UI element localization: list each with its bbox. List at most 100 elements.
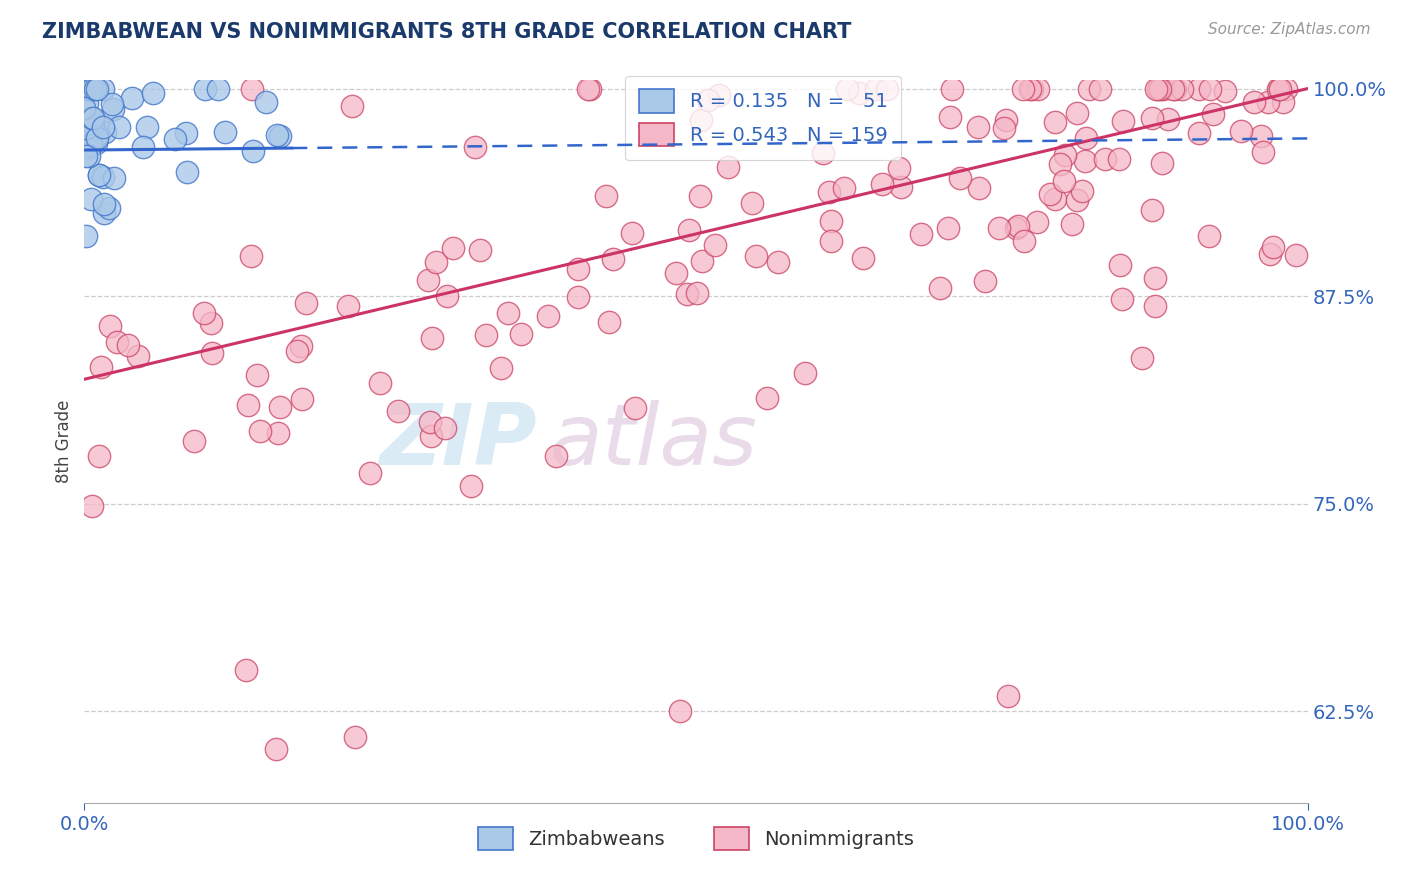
Point bbox=[820, 235, 842, 249]
Point bbox=[470, 243, 492, 257]
Point bbox=[537, 309, 560, 323]
Point bbox=[1045, 193, 1067, 207]
Point bbox=[1202, 107, 1225, 121]
Point bbox=[1039, 186, 1062, 201]
Point bbox=[77, 141, 100, 155]
Point bbox=[692, 254, 714, 268]
Point bbox=[420, 331, 443, 345]
Point bbox=[1074, 131, 1097, 145]
Point bbox=[420, 429, 443, 443]
Point bbox=[359, 467, 381, 481]
Point bbox=[707, 88, 730, 103]
Point bbox=[1026, 215, 1049, 229]
Point bbox=[489, 360, 512, 375]
Point bbox=[100, 97, 122, 112]
Point bbox=[201, 345, 224, 359]
Point bbox=[1049, 156, 1071, 170]
Point bbox=[1021, 81, 1043, 95]
Point bbox=[97, 201, 120, 215]
Point bbox=[86, 128, 108, 142]
Point bbox=[441, 241, 464, 255]
Point bbox=[249, 424, 271, 438]
Point bbox=[1152, 155, 1174, 169]
Point bbox=[1267, 81, 1289, 95]
Point bbox=[1250, 129, 1272, 144]
Point bbox=[176, 165, 198, 179]
Point bbox=[1263, 239, 1285, 253]
Point bbox=[1045, 115, 1067, 129]
Point bbox=[103, 102, 125, 116]
Point bbox=[1272, 95, 1295, 109]
Point bbox=[90, 360, 112, 375]
Point bbox=[89, 168, 111, 182]
Point bbox=[267, 425, 290, 440]
Point bbox=[1149, 81, 1171, 95]
Point bbox=[269, 401, 291, 415]
Point bbox=[82, 82, 104, 96]
Point bbox=[269, 128, 291, 143]
Point bbox=[941, 81, 963, 95]
Point bbox=[93, 169, 115, 184]
Point bbox=[294, 295, 316, 310]
Point bbox=[837, 81, 859, 95]
Point bbox=[1285, 248, 1308, 262]
Point bbox=[1243, 95, 1265, 110]
Point bbox=[1012, 81, 1035, 95]
Point bbox=[1275, 81, 1298, 95]
Point bbox=[1171, 81, 1194, 95]
Point bbox=[579, 81, 602, 95]
Point bbox=[1213, 84, 1236, 98]
Point bbox=[80, 138, 103, 153]
Point bbox=[546, 449, 568, 463]
Point bbox=[80, 112, 103, 126]
Point bbox=[419, 415, 441, 429]
Point bbox=[936, 221, 959, 235]
Point bbox=[287, 344, 309, 359]
Point bbox=[174, 127, 197, 141]
Point bbox=[93, 197, 115, 211]
Point bbox=[865, 81, 887, 95]
Point bbox=[876, 81, 898, 95]
Point bbox=[242, 144, 264, 158]
Point bbox=[1257, 95, 1279, 109]
Point bbox=[103, 171, 125, 186]
Point bbox=[1111, 292, 1133, 306]
Point bbox=[368, 376, 391, 390]
Point bbox=[887, 161, 910, 175]
Point bbox=[75, 149, 97, 163]
Point bbox=[997, 689, 1019, 703]
Point bbox=[165, 132, 187, 146]
Point bbox=[142, 86, 165, 100]
Point bbox=[200, 316, 222, 330]
Point bbox=[1054, 148, 1077, 162]
Point bbox=[766, 255, 789, 269]
Point bbox=[848, 86, 870, 100]
Point bbox=[929, 281, 952, 295]
Point bbox=[194, 81, 217, 95]
Point bbox=[820, 214, 842, 228]
Point bbox=[1147, 81, 1170, 95]
Point bbox=[1007, 219, 1029, 233]
Point bbox=[80, 120, 103, 135]
Point bbox=[117, 337, 139, 351]
Point bbox=[240, 249, 263, 263]
Point bbox=[676, 286, 699, 301]
Point bbox=[1188, 81, 1211, 95]
Point bbox=[75, 229, 97, 244]
Point bbox=[890, 179, 912, 194]
Point bbox=[86, 130, 108, 145]
Point bbox=[567, 290, 589, 304]
Point bbox=[1112, 113, 1135, 128]
Point bbox=[665, 266, 688, 280]
Point bbox=[852, 251, 875, 265]
Point bbox=[91, 81, 114, 95]
Point bbox=[994, 113, 1017, 128]
Point bbox=[621, 226, 644, 240]
Point bbox=[80, 499, 103, 513]
Point bbox=[1142, 111, 1164, 125]
Point bbox=[1188, 126, 1211, 140]
Point bbox=[1078, 81, 1101, 95]
Point bbox=[1005, 220, 1028, 235]
Point bbox=[82, 111, 104, 125]
Point bbox=[86, 81, 108, 95]
